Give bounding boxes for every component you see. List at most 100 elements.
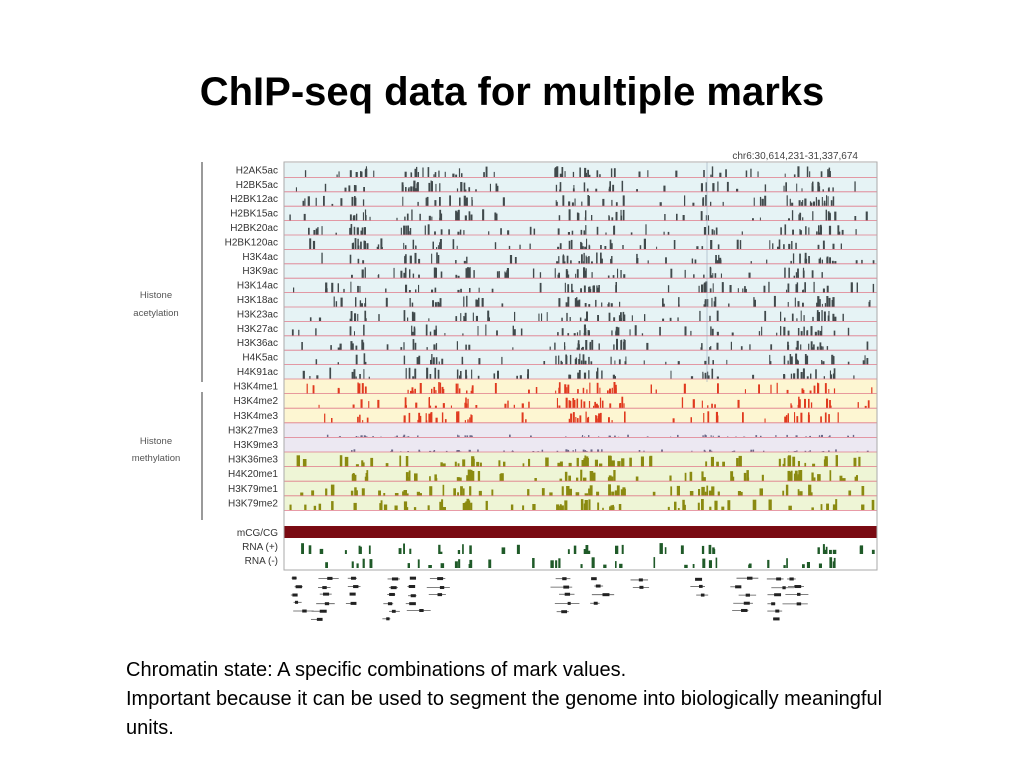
signal-peak xyxy=(684,472,687,482)
signal-peak xyxy=(475,315,478,322)
signal-peak xyxy=(471,461,474,467)
signal-peak xyxy=(434,302,437,307)
signal-peak xyxy=(783,355,786,365)
signal-peak xyxy=(559,504,562,511)
signal-peak xyxy=(711,486,715,496)
signal-peak xyxy=(861,486,865,496)
signal-peak xyxy=(479,462,482,467)
signal-peak xyxy=(427,505,430,511)
signal-peak xyxy=(797,404,800,409)
signal-peak xyxy=(803,315,805,322)
signal-peak xyxy=(608,417,610,423)
signal-peak xyxy=(848,490,852,496)
signal-peak xyxy=(823,200,826,207)
signal-peak xyxy=(439,183,441,192)
signal-peak xyxy=(570,239,573,250)
signal-peak xyxy=(820,171,823,178)
signal-peak xyxy=(711,450,713,452)
signal-peak xyxy=(576,398,579,409)
track-label: H4K91ac xyxy=(237,367,278,378)
signal-peak xyxy=(703,282,706,293)
signal-peak xyxy=(753,297,755,307)
signal-peak xyxy=(494,212,497,221)
signal-peak xyxy=(356,563,359,568)
signal-peak xyxy=(478,297,480,307)
signal-peak xyxy=(622,245,624,250)
signal-peak xyxy=(684,326,687,336)
signal-peak xyxy=(649,456,652,467)
gene-exon xyxy=(351,576,356,580)
signal-peak xyxy=(764,310,767,322)
signal-peak xyxy=(304,504,307,511)
signal-peak xyxy=(436,252,438,264)
signal-peak xyxy=(444,419,447,423)
gene-exon xyxy=(292,576,297,580)
signal-peak xyxy=(824,383,827,394)
signal-peak xyxy=(411,311,414,322)
signal-peak xyxy=(797,489,800,496)
signal-peak xyxy=(588,304,591,307)
signal-peak xyxy=(631,315,633,322)
signal-peak xyxy=(441,358,444,365)
signal-peak xyxy=(470,502,473,511)
signal-peak xyxy=(471,199,473,207)
signal-peak xyxy=(477,326,479,336)
signal-peak xyxy=(293,287,295,293)
signal-peak xyxy=(377,244,380,250)
signal-peak xyxy=(396,217,398,221)
signal-peak xyxy=(587,416,590,423)
signal-peak xyxy=(716,310,719,322)
signal-peak xyxy=(448,229,450,235)
signal-peak xyxy=(429,331,432,336)
signal-peak xyxy=(629,329,631,336)
signal-peak xyxy=(761,474,764,482)
gene-exon xyxy=(419,608,424,612)
signal-peak xyxy=(692,564,695,568)
signal-peak xyxy=(830,405,832,409)
signal-peak xyxy=(581,500,584,511)
signal-peak xyxy=(457,434,459,438)
signal-peak xyxy=(568,418,570,423)
signal-peak xyxy=(564,261,566,264)
signal-peak xyxy=(525,419,527,423)
signal-peak xyxy=(819,257,821,264)
signal-peak xyxy=(358,383,361,394)
signal-peak xyxy=(711,166,714,178)
signal-peak xyxy=(787,360,789,365)
track-label: H3K36me3 xyxy=(228,455,278,466)
signal-peak xyxy=(469,559,473,568)
signal-peak xyxy=(413,180,416,192)
signal-peak xyxy=(355,297,357,307)
track-label: H3K27me3 xyxy=(228,425,278,436)
signal-peak xyxy=(798,214,800,221)
signal-peak xyxy=(337,388,340,394)
signal-peak xyxy=(784,317,786,322)
signal-peak xyxy=(570,413,573,423)
signal-peak xyxy=(368,545,371,554)
signal-peak xyxy=(833,388,836,394)
signal-peak xyxy=(611,199,613,207)
signal-peak xyxy=(615,561,617,568)
signal-peak xyxy=(514,311,516,322)
signal-peak xyxy=(662,298,664,307)
signal-peak xyxy=(832,549,837,554)
signal-peak xyxy=(358,383,360,394)
signal-peak xyxy=(417,419,419,423)
signal-peak xyxy=(796,450,798,452)
signal-peak xyxy=(690,376,694,379)
signal-peak xyxy=(817,382,819,394)
signal-peak xyxy=(709,506,712,511)
signal-peak xyxy=(588,331,590,336)
signal-peak xyxy=(693,274,695,279)
body-line-definition: Chromatin state: A specific combinations… xyxy=(126,659,627,681)
signal-peak xyxy=(828,187,830,192)
signal-peak xyxy=(568,475,571,482)
signal-peak xyxy=(579,415,582,423)
signal-peak xyxy=(567,296,570,307)
signal-peak xyxy=(640,456,644,467)
signal-peak xyxy=(568,400,571,409)
signal-peak xyxy=(808,484,812,496)
signal-peak xyxy=(780,311,782,322)
signal-peak xyxy=(433,386,436,394)
signal-peak xyxy=(589,471,594,482)
